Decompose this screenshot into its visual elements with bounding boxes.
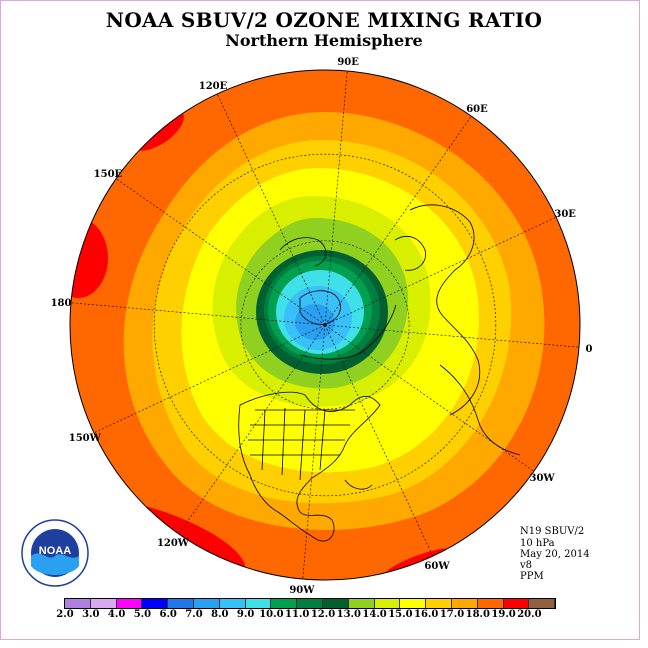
color-scale-swatch <box>477 599 504 608</box>
longitude-label: 60E <box>466 104 488 115</box>
meridian-line <box>70 302 326 326</box>
color-scale-swatch <box>503 599 530 608</box>
coastlines <box>238 204 521 542</box>
color-scale-bar <box>64 598 557 609</box>
units-label: PPM <box>520 571 544 582</box>
color-scale-label: 11.0 <box>285 609 310 620</box>
noaa-logo: NOAA <box>21 519 89 587</box>
color-scale-swatch <box>322 599 349 608</box>
meridian-line <box>324 324 434 557</box>
color-scale-label: 7.0 <box>185 609 203 620</box>
pressure-level-label: 10 hPa <box>520 538 555 549</box>
ozone-field <box>70 70 580 580</box>
color-scale-label: 2.0 <box>56 609 74 620</box>
color-scale-label: 20.0 <box>517 609 542 620</box>
color-scale-swatch <box>529 599 556 608</box>
longitude-label: 150E <box>94 169 123 180</box>
longitude-label: 90W <box>289 585 315 596</box>
color-scale-label: 8.0 <box>211 609 229 620</box>
ozone-hotspot-left <box>70 218 108 298</box>
meridian-line <box>324 216 557 326</box>
date-label: May 20, 2014 <box>520 549 590 560</box>
parallel-circle <box>240 240 410 410</box>
longitude-label: 120E <box>199 81 228 92</box>
longitude-label: 150W <box>69 433 102 444</box>
map-subtitle: Northern Hemisphere <box>225 31 423 50</box>
color-scale-label: 5.0 <box>133 609 152 620</box>
color-scale-label: 16.0 <box>414 609 439 620</box>
graticule <box>70 70 580 580</box>
longitude-labels: 90E 60E 30E 0 30W 60W 90W 120W 150W 180 150E 120E <box>51 57 593 596</box>
color-scale-swatch <box>245 599 272 608</box>
meridian-line <box>216 93 326 326</box>
color-scale-swatch <box>426 599 452 608</box>
color-scale-swatch <box>451 599 478 608</box>
color-scale-swatch <box>374 599 401 608</box>
color-scale-swatch <box>271 599 298 608</box>
parallel-circle <box>153 153 497 497</box>
color-scale-swatch <box>348 599 375 608</box>
map-title: NOAA SBUV/2 OZONE MIXING RATIO <box>105 8 543 32</box>
color-scale-label: 3.0 <box>82 609 100 620</box>
meridian-line <box>115 178 326 326</box>
color-scale-label: 14.0 <box>362 609 387 620</box>
color-scale-swatch <box>168 599 194 608</box>
color-scale-label: 17.0 <box>439 609 465 620</box>
meridian-line <box>178 324 326 535</box>
color-scale-label: 4.0 <box>107 609 126 620</box>
color-scale-label: 13.0 <box>336 609 361 620</box>
color-scale-swatch <box>193 599 220 608</box>
meridian-line <box>302 324 326 580</box>
color-scale-swatch <box>297 599 323 608</box>
globe-outline <box>69 69 581 581</box>
figure-frame <box>0 0 640 640</box>
color-scale-swatch <box>400 599 427 608</box>
longitude-label: 30E <box>554 209 576 220</box>
longitude-label: 30W <box>529 473 555 484</box>
noaa-logo-text: NOAA <box>39 545 71 557</box>
meridian-line <box>93 324 326 434</box>
color-scale-swatch <box>116 599 143 608</box>
version-label: v8 <box>520 560 533 571</box>
longitude-label: 90E <box>337 57 359 68</box>
satellite-label: N19 SBUV/2 <box>520 526 585 537</box>
color-scale-label: 15.0 <box>388 609 413 620</box>
ozone-band-7 <box>295 304 335 340</box>
meridian-line <box>324 70 348 326</box>
longitude-label: 60W <box>424 561 450 572</box>
color-scale-swatch <box>65 599 91 608</box>
color-scale-label: 10.0 <box>259 609 284 620</box>
meridian-line <box>324 324 535 472</box>
color-scale-swatch <box>219 599 246 608</box>
longitude-label: 180 <box>51 298 72 309</box>
color-scale-swatch <box>142 599 169 608</box>
color-scale-label: 6.0 <box>159 609 177 620</box>
meridian-line <box>324 115 472 326</box>
color-scale-label: 9.0 <box>236 609 255 620</box>
color-scale-label: 12.0 <box>310 609 336 620</box>
longitude-label: 120W <box>157 538 190 549</box>
longitude-label: 0 <box>586 344 593 355</box>
meridian-line <box>324 324 580 348</box>
color-scale-label: 19.0 <box>491 609 516 620</box>
color-scale-label: 18.0 <box>465 609 490 620</box>
color-scale-swatch <box>90 599 117 608</box>
